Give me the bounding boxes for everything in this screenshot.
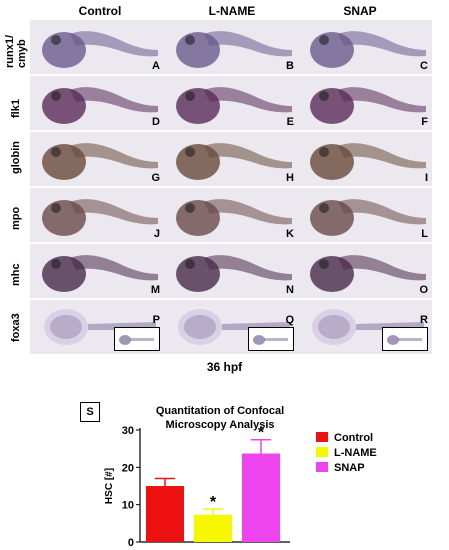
embryo-panel: G <box>30 132 164 186</box>
legend-swatch-l-name <box>316 447 328 457</box>
bar <box>242 453 280 542</box>
embryo-panel: L <box>298 188 432 242</box>
embryo-panel: N <box>164 244 298 298</box>
legend-swatch-control <box>316 432 328 442</box>
legend-item-l-name: L-NAME <box>316 447 377 459</box>
panel-letter: H <box>286 172 294 184</box>
embryo-panel: F <box>298 76 432 130</box>
inset-thumbnail <box>114 327 160 351</box>
embryo-panel: A <box>30 20 164 74</box>
embryo-panel: Q <box>164 300 298 354</box>
panel-letter: E <box>286 116 294 128</box>
y-tick-label: 20 <box>122 462 134 474</box>
legend-item-snap: SNAP <box>316 462 365 474</box>
timepoint-label: 36 hpf <box>206 360 243 374</box>
significance-mark: * <box>210 494 217 511</box>
panel-letter: B <box>286 60 294 72</box>
hsc-bar-chart: 0 10 20 30 HSC [#] * * <box>104 425 290 549</box>
panel-letter: Q <box>285 314 294 326</box>
panel-letter: G <box>151 172 160 184</box>
embryo-panel: H <box>164 132 298 186</box>
panel-letter: F <box>421 116 428 128</box>
panel-s-label: S <box>80 402 100 422</box>
embryo-panel: D <box>30 76 164 130</box>
embryo-panel: J <box>30 188 164 242</box>
bar <box>194 514 232 542</box>
embryo-panel: B <box>164 20 298 74</box>
bar <box>146 486 184 542</box>
inset-thumbnail <box>382 327 428 351</box>
embryo-panel: M <box>30 244 164 298</box>
column-header-snap: SNAP <box>343 4 377 18</box>
column-header-control: Control <box>78 4 122 18</box>
panel-letter: I <box>424 172 428 184</box>
y-tick-label: 10 <box>122 500 134 512</box>
embryo-panel: O <box>298 244 432 298</box>
chart-title: Quantitation of Confocal Microscopy Anal… <box>155 405 285 431</box>
y-tick-label: 30 <box>122 425 134 437</box>
significance-mark: * <box>258 425 265 442</box>
column-header-l-name: L-NAME <box>208 4 256 18</box>
row-label-0: runx1/cmyb <box>4 34 28 68</box>
panel-letter: A <box>152 60 160 72</box>
y-axis-label: HSC [#] <box>104 468 115 504</box>
panel-letter: O <box>419 284 428 296</box>
panel-letter: D <box>152 116 160 128</box>
panel-letter: J <box>153 228 160 240</box>
embryo-panel: E <box>164 76 298 130</box>
embryo-panel: R <box>298 300 432 354</box>
legend-item-control: Control <box>316 432 373 444</box>
y-tick-label: 0 <box>128 537 134 549</box>
row-label-3: mpo <box>10 206 22 230</box>
row-label-1: flk1 <box>10 99 22 118</box>
row-label-5: foxa3 <box>10 313 22 342</box>
embryo-panel: K <box>164 188 298 242</box>
embryo-panel: I <box>298 132 432 186</box>
embryo-panel: P <box>30 300 164 354</box>
panel-letter: M <box>150 284 160 296</box>
panel-letter: L <box>421 228 428 240</box>
inset-thumbnail <box>248 327 294 351</box>
panel-letter: C <box>420 60 428 72</box>
panel-letter: P <box>152 314 160 326</box>
row-label-4: mhc <box>10 263 22 286</box>
panel-letter: K <box>286 228 294 240</box>
row-label-2: globin <box>10 141 22 174</box>
embryo-panel: C <box>298 20 432 74</box>
panel-letter: R <box>420 314 428 326</box>
legend-swatch-snap <box>316 462 328 472</box>
panel-letter: N <box>286 284 294 296</box>
